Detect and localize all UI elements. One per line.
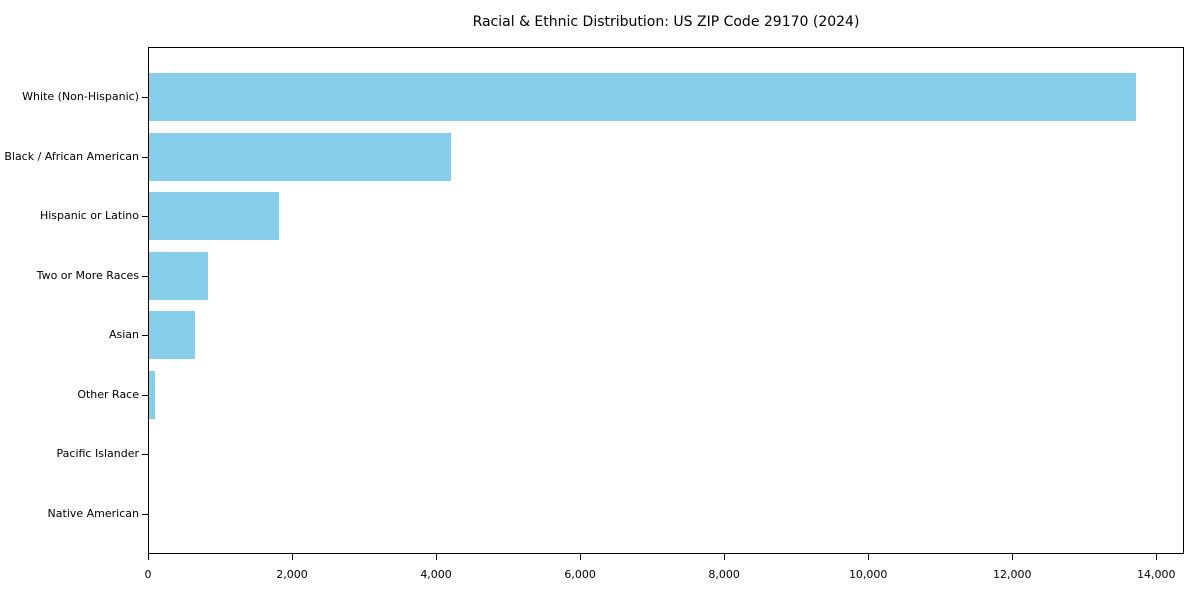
x-tick-label-4000: 4,000 bbox=[420, 568, 452, 581]
x-tick-mark bbox=[436, 554, 438, 560]
x-tick-label-2000: 2,000 bbox=[276, 568, 308, 581]
y-tick-mark bbox=[142, 394, 148, 396]
x-tick-label-12000: 12,000 bbox=[992, 568, 1032, 581]
bar-white-non-hispanic bbox=[149, 73, 1136, 121]
x-tick-label-10000: 10,000 bbox=[848, 568, 888, 581]
y-tick-mark bbox=[142, 275, 148, 277]
x-tick-mark bbox=[1012, 554, 1014, 560]
x-tick-mark bbox=[292, 554, 294, 560]
x-tick-mark bbox=[580, 554, 582, 560]
y-tick-mark bbox=[142, 216, 148, 218]
y-tick-mark bbox=[142, 454, 148, 456]
y-tick-label-black-african-american: Black / African American bbox=[4, 149, 139, 163]
y-tick-mark bbox=[142, 335, 148, 337]
bar-hispanic-or-latino bbox=[149, 192, 279, 241]
plot-area bbox=[148, 47, 1184, 554]
y-tick-mark bbox=[142, 97, 148, 98]
y-tick-label-native-american: Native American bbox=[47, 506, 139, 520]
x-tick-label-14000: 14,000 bbox=[1137, 568, 1176, 581]
bar-two-or-more-races bbox=[149, 251, 208, 300]
y-tick-label-two-or-more-races: Two or More Races bbox=[36, 268, 139, 282]
x-tick-mark bbox=[724, 554, 726, 560]
x-tick-label-6000: 6,000 bbox=[564, 568, 596, 581]
x-tick-label-0: 0 bbox=[144, 568, 152, 581]
chart-title: Racial & Ethnic Distribution: US ZIP Cod… bbox=[472, 14, 860, 30]
x-tick-mark bbox=[868, 554, 870, 560]
x-tick-label-8000: 8,000 bbox=[708, 568, 740, 581]
y-tick-label-white-non-hispanic: White (Non-Hispanic) bbox=[22, 90, 139, 103]
y-tick-label-hispanic-or-latino: Hispanic or Latino bbox=[39, 209, 139, 223]
y-tick-mark bbox=[142, 513, 148, 515]
bar-black-african-american bbox=[149, 132, 451, 181]
x-tick-mark bbox=[1156, 554, 1158, 560]
y-tick-mark bbox=[142, 156, 148, 158]
bar-asian bbox=[149, 311, 195, 360]
y-tick-label-asian: Asian bbox=[108, 328, 139, 342]
y-tick-label-pacific-islander: Pacific Islander bbox=[56, 447, 139, 461]
y-tick-label-other-race: Other Race bbox=[77, 387, 139, 401]
bar-other-race bbox=[149, 370, 155, 419]
x-tick-mark bbox=[148, 554, 149, 560]
